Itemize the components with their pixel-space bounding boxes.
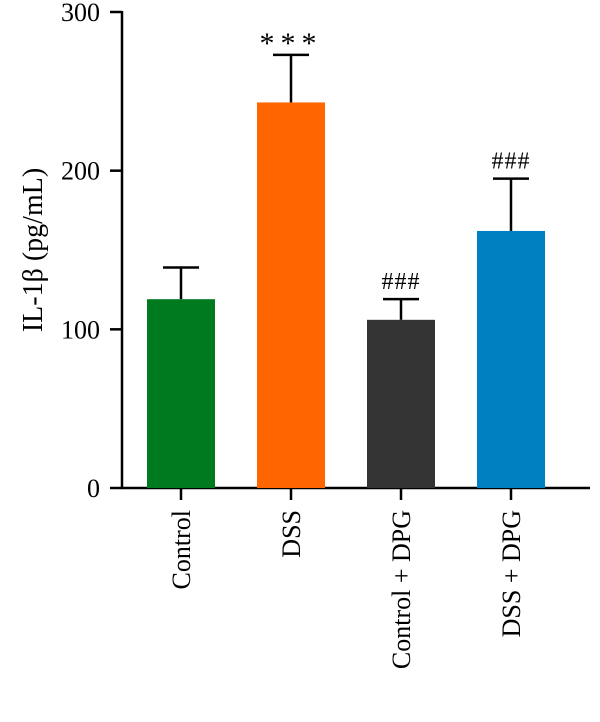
y-tick-label: 100 [61, 315, 100, 344]
labels-layer: 0 100 200 300 Control DSS *** Control + DPG ### D… [61, 0, 531, 669]
x-tick-label: Control [167, 510, 196, 589]
x-tick-label: DSS [277, 510, 306, 558]
bar [257, 102, 325, 488]
significance-label: *** [260, 27, 323, 60]
y-tick-label: 0 [87, 474, 100, 503]
y-axis-label: IL-1β (pg/mL) [18, 168, 49, 332]
y-tick-label: 200 [61, 157, 100, 186]
y-tick-label: 300 [61, 0, 100, 27]
x-tick-label: Control + DPG [387, 510, 416, 669]
bars-layer [147, 53, 545, 488]
significance-label: ### [382, 269, 421, 295]
x-tick-label: DSS + DPG [497, 510, 526, 637]
bar [367, 319, 435, 488]
bar [147, 299, 215, 488]
bar [477, 230, 545, 488]
significance-label: ### [492, 149, 531, 175]
